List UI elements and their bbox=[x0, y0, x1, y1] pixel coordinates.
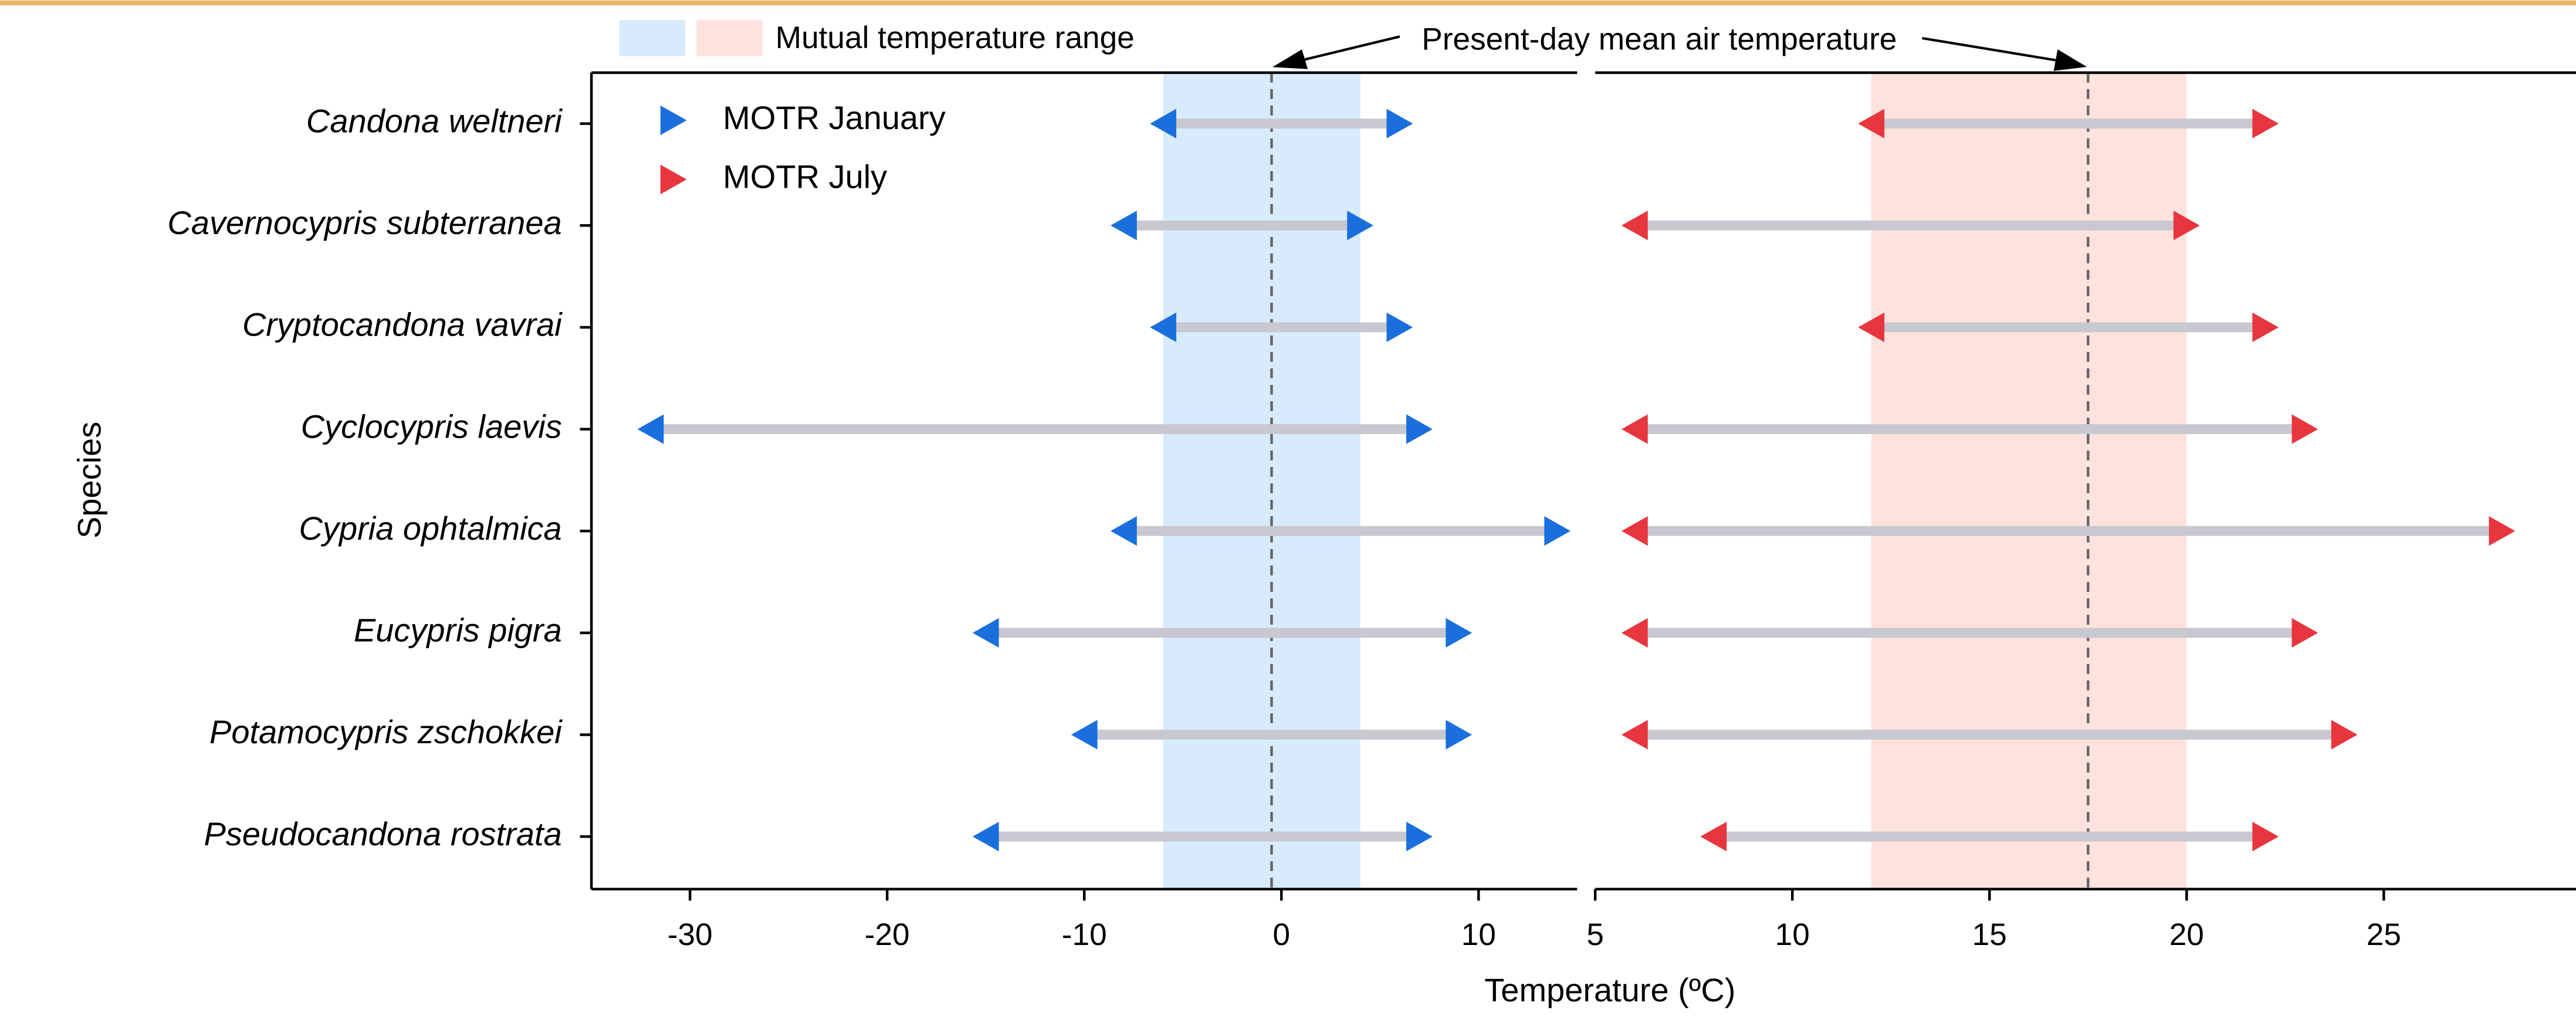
x-tick-label: -20 bbox=[865, 917, 910, 952]
min-marker bbox=[1111, 211, 1137, 241]
max-marker bbox=[1544, 516, 1571, 546]
min-marker bbox=[1621, 414, 1648, 444]
min-marker bbox=[1700, 821, 1727, 852]
max-marker bbox=[2173, 211, 2200, 241]
arrowhead bbox=[2053, 49, 2087, 71]
min-marker bbox=[1621, 211, 1648, 241]
max-marker bbox=[1347, 211, 1374, 241]
x-tick-label: -30 bbox=[668, 917, 713, 952]
max-marker bbox=[2489, 516, 2516, 546]
x-tick-label: 10 bbox=[1461, 917, 1496, 952]
x-axis-title: Temperature (ºC) bbox=[1484, 971, 1735, 1008]
x-tick-label: 20 bbox=[2169, 917, 2204, 952]
min-marker bbox=[1111, 516, 1137, 546]
x-tick-label: 5 bbox=[1586, 917, 1604, 952]
annotation-arrow bbox=[1297, 35, 1400, 63]
y-tick-label: Cryptocandona vavrai bbox=[242, 306, 563, 343]
mutual-range bbox=[1871, 72, 2187, 889]
arrowhead bbox=[1272, 49, 1308, 69]
annotation-arrows bbox=[1272, 35, 2087, 71]
y-tick-label: Cavernocypris subterranea bbox=[167, 204, 561, 241]
x-tick-label: 15 bbox=[1972, 917, 2007, 952]
max-marker bbox=[2252, 109, 2279, 138]
legend-label: MOTR January bbox=[723, 99, 946, 136]
shade-legend-label: Mutual temperature range bbox=[776, 21, 1135, 55]
x-tick-label: 0 bbox=[1273, 917, 1291, 952]
max-marker bbox=[1406, 821, 1433, 852]
reference-label: Present-day mean air temperature bbox=[1421, 22, 1897, 57]
min-marker bbox=[1150, 109, 1177, 138]
y-tick-label: Potamocypris zschokkei bbox=[209, 713, 563, 750]
min-marker bbox=[1071, 720, 1098, 750]
max-marker bbox=[1386, 312, 1413, 343]
shade-legend-swatch bbox=[619, 20, 685, 56]
max-marker bbox=[2291, 618, 2318, 648]
y-tick-label: Cypria ophtalmica bbox=[299, 510, 562, 547]
min-marker bbox=[637, 414, 664, 444]
min-marker bbox=[1150, 312, 1177, 343]
mutual-range bbox=[1163, 72, 1360, 889]
top-border bbox=[0, 0, 2576, 6]
legend-label: MOTR July bbox=[723, 158, 887, 195]
min-marker bbox=[1621, 618, 1648, 648]
max-marker bbox=[1446, 720, 1473, 750]
legend-marker bbox=[660, 105, 687, 136]
max-marker bbox=[1386, 109, 1413, 138]
max-marker bbox=[2291, 414, 2318, 444]
min-marker bbox=[1621, 720, 1648, 750]
panel: -30 -20 -10 0 10 bbox=[590, 71, 1578, 952]
x-tick-label: 25 bbox=[2367, 917, 2401, 952]
min-marker bbox=[1621, 516, 1648, 546]
min-marker bbox=[1858, 109, 1885, 138]
max-marker bbox=[1446, 618, 1473, 648]
shade-legend-swatch bbox=[696, 20, 763, 56]
annotation-arrow bbox=[1922, 37, 2062, 63]
max-marker bbox=[2252, 312, 2279, 343]
max-marker bbox=[2252, 821, 2279, 852]
y-tick-label: Pseudocandona rostrata bbox=[204, 815, 562, 852]
y-tick-label: Candona weltneri bbox=[306, 103, 563, 140]
max-marker bbox=[1406, 414, 1433, 444]
min-marker bbox=[972, 618, 999, 648]
y-axis-title: Species bbox=[71, 422, 108, 539]
min-marker bbox=[1858, 312, 1885, 343]
y-tick-label: Cyclocypris laevis bbox=[301, 408, 562, 445]
y-tick-label: Eucypris pigra bbox=[354, 612, 562, 649]
max-marker bbox=[2331, 720, 2358, 750]
x-tick-label: -10 bbox=[1062, 917, 1107, 952]
x-tick-label: 10 bbox=[1775, 917, 1810, 952]
min-marker bbox=[972, 821, 999, 852]
panel: 5 10 15 20 25 bbox=[1586, 71, 2576, 952]
legend-marker bbox=[660, 164, 687, 195]
